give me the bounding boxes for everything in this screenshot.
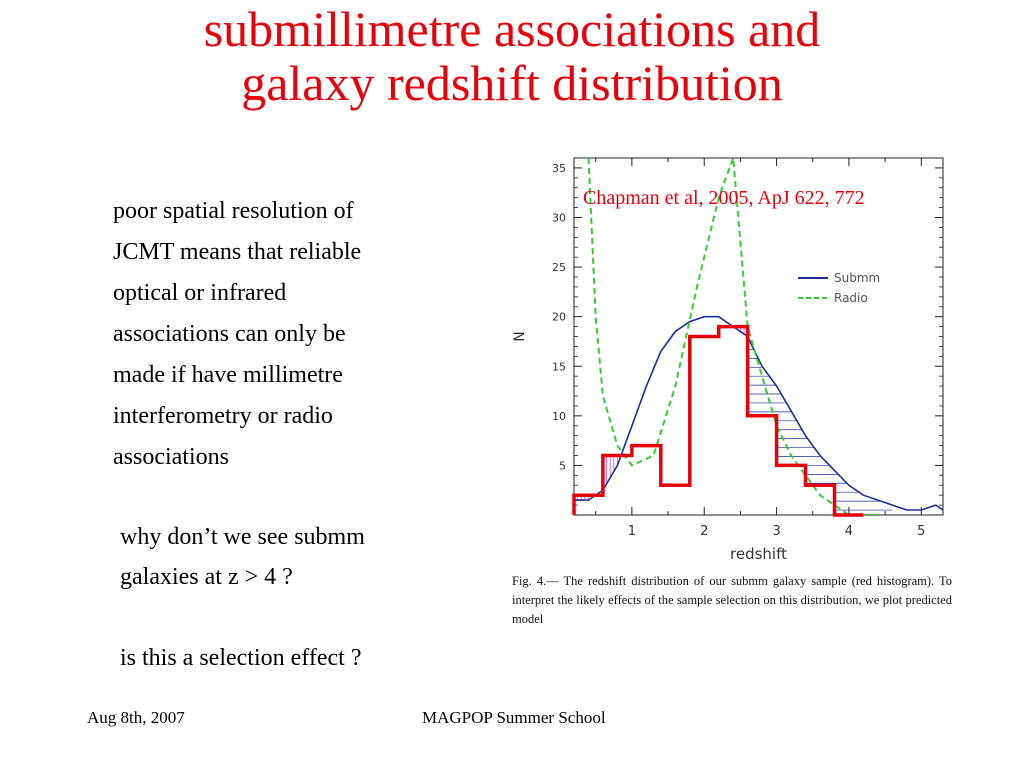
- x-tick-label: 2: [700, 524, 708, 539]
- y-tick-label: 25: [552, 261, 566, 274]
- footer-event: MAGPOP Summer School: [422, 708, 606, 727]
- footer-date: Aug 8th, 2007: [87, 708, 185, 727]
- legend-label: Radio: [834, 291, 868, 305]
- legend: Submm Radio: [798, 271, 880, 305]
- slide-title: submillimetre associations and galaxy re…: [0, 2, 1024, 110]
- y-tick-label: 5: [559, 459, 566, 472]
- histogram-layer: [572, 324, 864, 517]
- question-selection-effect: is this a selection effect ?: [120, 645, 362, 671]
- axes-layer: 1 2 3 4 5 5 10 15 20 25 30 35 redshift N: [512, 157, 944, 563]
- redshift-figure: 1 2 3 4 5 5 10 15 20 25 30 35 redshift N Submm Radio: [508, 150, 953, 630]
- question-line: why don’t we see submm: [120, 524, 365, 550]
- figure-caption: Fig. 4.— The redshift distribution of ou…: [512, 574, 952, 626]
- body-text: poor spatial resolution of JCMT means th…: [113, 191, 483, 478]
- body-line: JCMT means that reliable: [113, 239, 362, 265]
- x-tick-label: 3: [772, 524, 780, 539]
- body-line: optical or infrared: [113, 280, 287, 306]
- y-tick-label: 30: [552, 212, 566, 225]
- curve-layer: [574, 158, 943, 515]
- body-line: interferometry or radio: [113, 403, 333, 429]
- body-line: associations: [113, 444, 229, 470]
- question-submm-z4: why don’t we see submm galaxies at z > 4…: [120, 522, 480, 592]
- y-tick-label: 20: [552, 311, 566, 324]
- x-tick-label: 1: [628, 524, 636, 539]
- x-axis-label: redshift: [730, 545, 787, 563]
- y-tick-label: 15: [552, 360, 566, 373]
- y-tick-label: 10: [552, 410, 566, 423]
- x-tick-label: 4: [845, 524, 853, 539]
- submm-curve: [574, 315, 943, 511]
- question-line: galaxies at z > 4 ?: [120, 564, 293, 590]
- body-line: made if have millimetre: [113, 362, 343, 388]
- body-line: poor spatial resolution of: [113, 198, 354, 224]
- red-histogram: [572, 324, 864, 517]
- y-axis-label: N: [512, 331, 528, 341]
- chart-background: [508, 150, 953, 630]
- title-line-2: galaxy redshift distribution: [241, 55, 783, 111]
- title-line-1: submillimetre associations and: [203, 1, 821, 57]
- x-tick-label: 5: [917, 524, 925, 539]
- citation: Chapman et al, 2005, ApJ 622, 772: [583, 187, 865, 209]
- y-tick-label: 35: [552, 162, 566, 175]
- redshift-chart: 1 2 3 4 5 5 10 15 20 25 30 35 redshift N Submm Radio: [508, 150, 953, 630]
- radio-curve: [587, 158, 878, 515]
- body-line: associations can only be: [113, 321, 346, 347]
- legend-label: Submm: [834, 271, 880, 285]
